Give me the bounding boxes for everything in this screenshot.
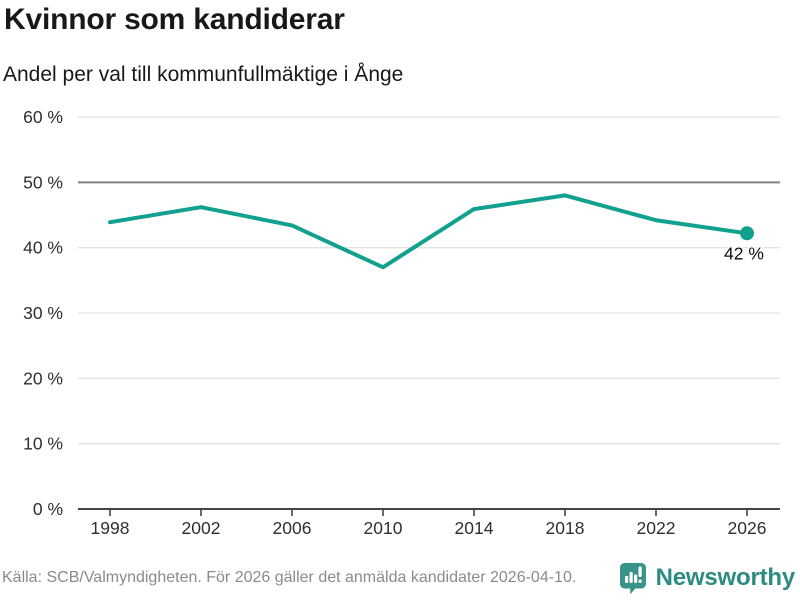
logo-bar-medium [633, 574, 637, 583]
end-point-marker [740, 226, 754, 241]
x-tick-label: 2018 [546, 518, 585, 538]
x-tick-label: 2022 [637, 518, 676, 538]
logo-exclamation-dot [638, 579, 642, 583]
x-tick-label: 2006 [273, 518, 312, 538]
x-tick-label: 2010 [364, 518, 403, 538]
logo-bar-short [624, 576, 628, 583]
source-note: Källa: SCB/Valmyndigheten. För 2026 gäll… [2, 569, 577, 586]
y-tick-label: 30 % [23, 303, 63, 323]
logo-exclamation-line [638, 566, 642, 577]
end-value-label: 42 % [724, 243, 764, 263]
x-tick-label: 2026 [728, 518, 767, 538]
x-tick-label: 2002 [182, 518, 221, 538]
newsworthy-logo-icon [619, 563, 646, 595]
y-tick-label: 50 % [23, 172, 63, 192]
y-tick-label: 20 % [23, 368, 63, 388]
chart-title: Kvinnor som kandiderar [4, 3, 345, 36]
y-tick-label: 0 % [33, 499, 63, 519]
newsworthy-wordmark: Newsworthy [655, 564, 796, 591]
y-tick-label: 40 % [23, 238, 63, 258]
line-chart: 0 % 10 % 20 % 30 % 40 % 50 % 60 % 1998 2002 2006 2… [23, 107, 780, 538]
logo-bar-tall [629, 572, 633, 583]
chart-footer: Källa: SCB/Valmyndigheten. För 2026 gäll… [2, 560, 795, 596]
x-tick-label: 1998 [91, 518, 130, 538]
y-tick-label: 60 % [23, 107, 63, 127]
data-line [108, 193, 749, 270]
chart-subtitle: Andel per val till kommunfullmäktige i Å… [3, 63, 404, 86]
y-tick-label: 10 % [23, 434, 63, 454]
newsworthy-brand: Newsworthy [618, 561, 795, 595]
logo-bubble-shape [619, 563, 646, 595]
x-tick-label: 2014 [455, 518, 494, 538]
